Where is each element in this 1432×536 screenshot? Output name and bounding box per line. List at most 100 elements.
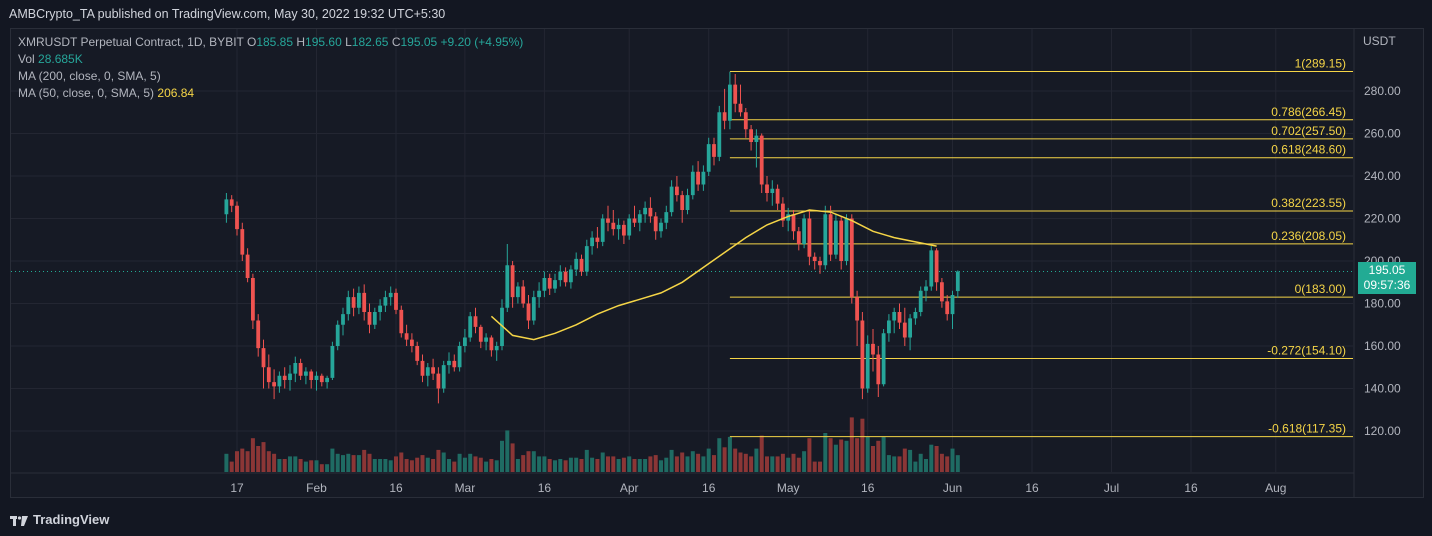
candle-body [685,195,690,210]
candle-body [372,312,377,325]
volume-bar [372,459,377,472]
change-value: +9.20 (+4.95%) [440,35,524,49]
candle-body [410,339,414,346]
volume-bar [526,451,531,472]
candle-body [738,103,743,113]
volume-bar [240,448,245,472]
x-tick-label-11: Jul [1104,481,1119,495]
symbol-label[interactable]: XMRUSDT Perpetual Contract, 1D, BYBIT [18,35,244,49]
volume-bar [521,455,526,472]
volume-bar [802,451,807,472]
volume-bar [955,455,960,472]
volume-bar [786,457,791,472]
ohlc-legend[interactable]: XMRUSDT Perpetual Contract, 1D, BYBIT O1… [18,34,523,51]
volume-bar [606,456,610,472]
candle-body [579,258,584,272]
candle-body [553,280,557,289]
candle-body [659,222,663,232]
tradingview-logo[interactable]: TradingView [10,512,109,527]
volume-bar [378,459,383,472]
chart-frame[interactable] [10,28,1424,498]
volume-bar [902,448,907,472]
candle-body [812,256,817,261]
ma50-line [490,209,937,341]
candle-body [823,214,828,266]
candle-body [357,292,361,308]
volume-bar [950,448,955,472]
volume-bar [394,456,398,472]
y-tick-label-1: 140.00 [1364,382,1401,396]
ma50-label: MA (50, close, 0, SMA, 5) [18,86,155,100]
volume-bar [574,457,579,472]
fib-label-3: 0.618(248.60) [1271,143,1346,157]
volume-bar [939,453,944,472]
volume-legend[interactable]: Vol 28.685K [18,51,83,68]
candle-body [887,320,891,334]
candle-body [675,186,679,196]
candle-body [314,375,319,380]
candle-body [934,250,939,283]
candle-body [908,318,912,338]
volume-bar [590,457,595,472]
candle-body [849,218,854,298]
volume-bar [250,438,255,472]
volume-bar [404,459,409,472]
fib-label-7: -0.272(154.10) [1267,344,1346,358]
volume-bar [807,438,812,472]
volume-bar [595,459,600,472]
volume-bar [908,449,913,472]
volume-bar [871,446,875,472]
volume-bar [712,455,716,472]
candle-body [505,265,510,308]
x-tick-label-9: Jun [943,481,962,495]
volume-bar [468,453,473,472]
y-tick-label-7: 260.00 [1364,127,1401,141]
candle-body [712,144,716,157]
volume-bar [537,456,542,472]
volume-bar [860,418,865,472]
fib-label-6: 0(183.00) [1295,282,1346,296]
close-label: C [391,35,401,49]
candle-body [436,373,441,389]
volume-bar [452,461,457,472]
candle-body [457,346,462,368]
open-label: O [246,35,257,49]
volume-bar [568,457,573,472]
volume-bar [261,442,266,472]
candle-body [759,135,764,185]
candle-body [834,220,838,255]
ma200-legend[interactable]: MA (200, close, 0, SMA, 5) [18,68,161,85]
last-price-value: 195.05 [1368,263,1406,277]
volume-bar [494,460,499,472]
volume-bar [945,456,950,472]
candle-body [701,171,706,185]
volume-bar [632,459,637,472]
volume-bar [759,435,764,472]
volume-bar [627,456,632,472]
volume-bar [796,457,801,472]
candle-body [855,297,859,321]
volume-bar [823,433,828,472]
volume-bar [303,461,308,472]
volume-bar [224,453,229,472]
candle-body [478,326,483,342]
volume-bar [362,449,367,472]
candle-body [860,320,865,389]
volume-bar [431,459,436,472]
x-tick-label-2: 16 [389,481,403,495]
candle-body [537,290,541,298]
fib-label-8: -0.618(117.35) [1268,422,1346,436]
candle-body [452,360,457,368]
candle-body [839,220,844,261]
candle-body [261,348,266,368]
ma50-legend[interactable]: MA (50, close, 0, SMA, 5) 206.84 [18,85,194,102]
x-tick-label-6: 16 [702,481,716,495]
y-tick-label-8: 280.00 [1364,84,1401,98]
volume-bar [399,452,404,472]
volume-bar [828,438,833,472]
candle-body [235,205,239,230]
candle-body [940,282,944,302]
fib-label-0: 1(289.15) [1295,57,1346,71]
volume-bar [500,440,504,472]
